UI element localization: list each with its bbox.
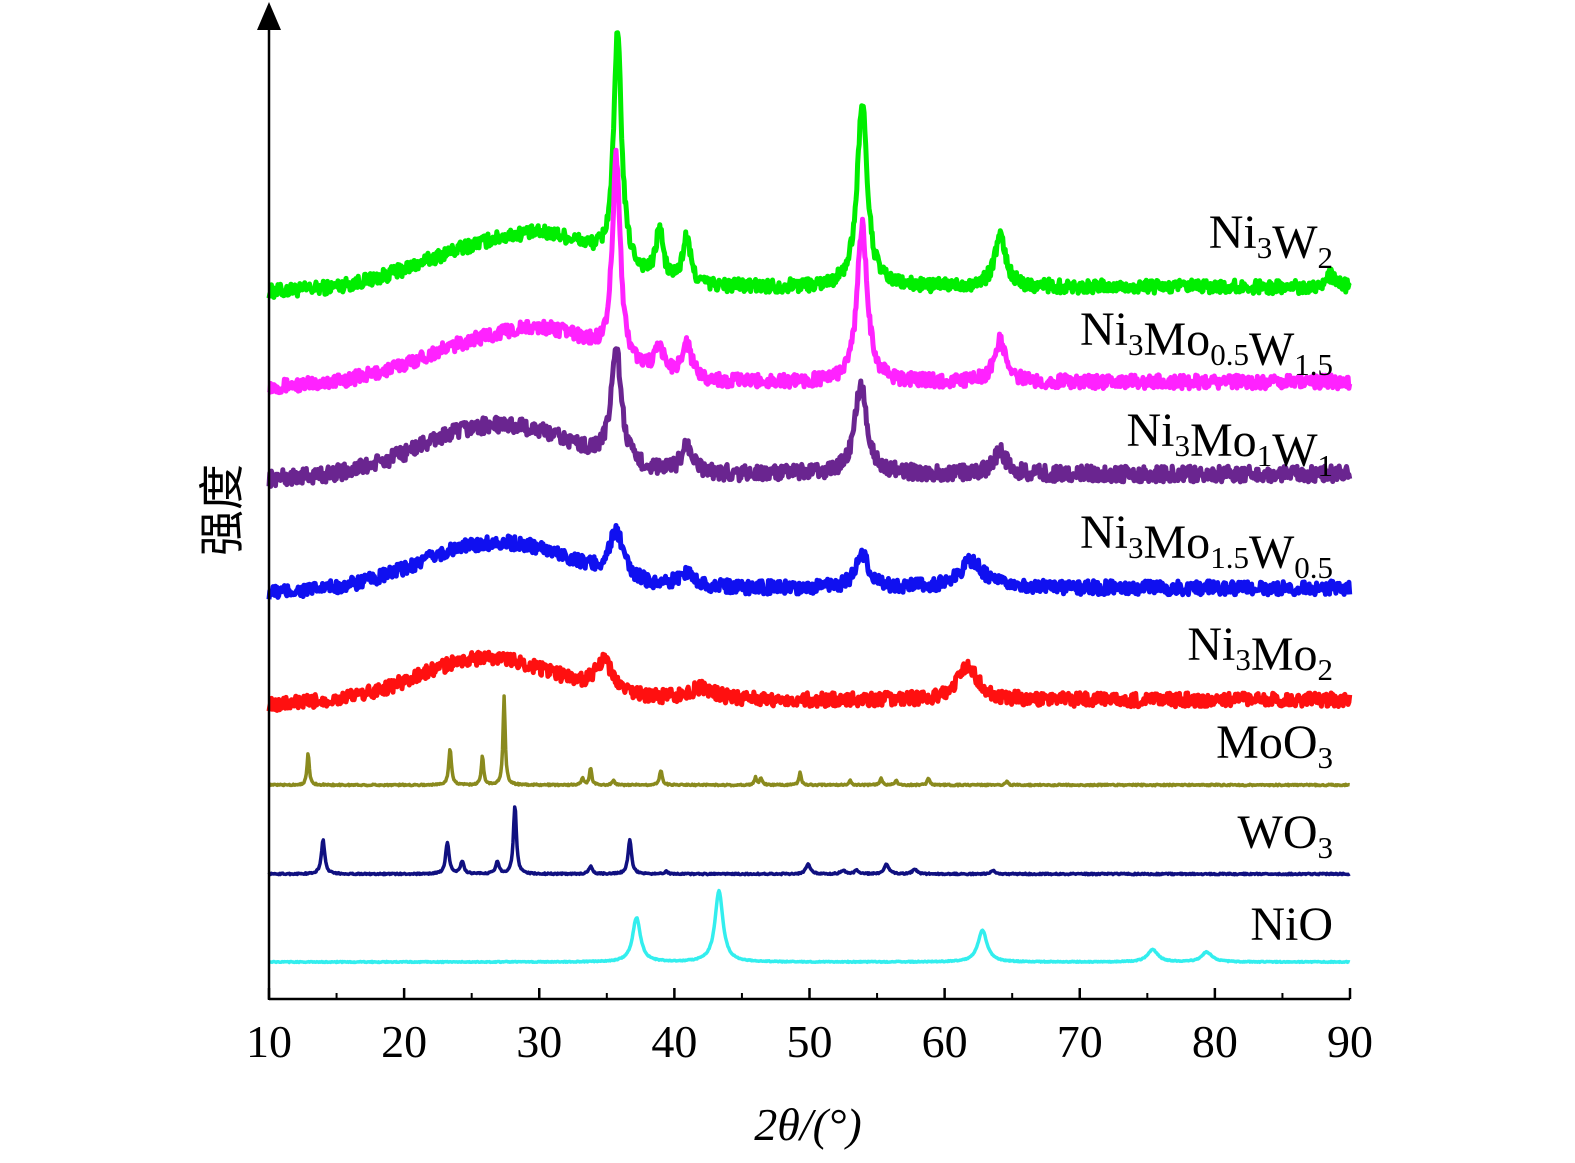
x-tick-label: 40 bbox=[651, 1016, 697, 1067]
series-line-WO3 bbox=[267, 805, 1351, 877]
x-tick-label: 90 bbox=[1327, 1016, 1373, 1067]
series-label-MoO3: MoO3 bbox=[1216, 716, 1333, 775]
x-axis-title: 2θ/(°) bbox=[754, 1099, 861, 1150]
series-label-Ni3Mo0.5W1.5: Ni3Mo0.5W1.5 bbox=[1080, 303, 1333, 382]
x-tick-label: 10 bbox=[246, 1016, 292, 1067]
series-label-Ni3Mo1W1: Ni3Mo1W1 bbox=[1127, 404, 1334, 483]
x-tick-label: 80 bbox=[1192, 1016, 1238, 1067]
series-line-MoO3 bbox=[268, 694, 1351, 788]
x-ticks bbox=[267, 988, 1352, 999]
y-axis-title: 强度 bbox=[197, 464, 248, 556]
x-tick-label: 70 bbox=[1057, 1016, 1103, 1067]
series-label-Ni3W2: Ni3W2 bbox=[1209, 206, 1333, 275]
series-line-NiO bbox=[267, 888, 1351, 965]
series-label-Ni3Mo1.5W0.5: Ni3Mo1.5W0.5 bbox=[1080, 506, 1333, 585]
series-line-Ni3Mo1.5W0.5 bbox=[266, 523, 1353, 600]
x-tick-label: 20 bbox=[381, 1016, 427, 1067]
series-line-Ni3Mo0.5W1.5 bbox=[267, 147, 1353, 396]
x-tick-labels: 10 20 30 40 50 60 70 80 90 bbox=[246, 1016, 1373, 1067]
series-label-WO3: WO3 bbox=[1238, 806, 1333, 865]
y-axis-arrow-icon bbox=[257, 2, 281, 30]
series-line-Ni3W2 bbox=[266, 30, 1352, 300]
series-label-Ni3Mo2: Ni3Mo2 bbox=[1187, 618, 1333, 687]
axes: 10 20 30 40 50 60 70 80 90 bbox=[246, 2, 1373, 1067]
series-label-NiO: NiO bbox=[1250, 898, 1333, 951]
series-line-Ni3Mo1W1 bbox=[266, 346, 1353, 489]
series-traces bbox=[266, 30, 1353, 965]
series-labels: Ni3W2 Ni3Mo0.5W1.5 Ni3Mo1W1 Ni3Mo1.5W0.5 Ni3… bbox=[1080, 206, 1333, 951]
x-tick-label: 50 bbox=[787, 1016, 833, 1067]
x-tick-label: 60 bbox=[922, 1016, 968, 1067]
series-line-Ni3Mo2 bbox=[266, 649, 1353, 713]
x-tick-label: 30 bbox=[516, 1016, 562, 1067]
